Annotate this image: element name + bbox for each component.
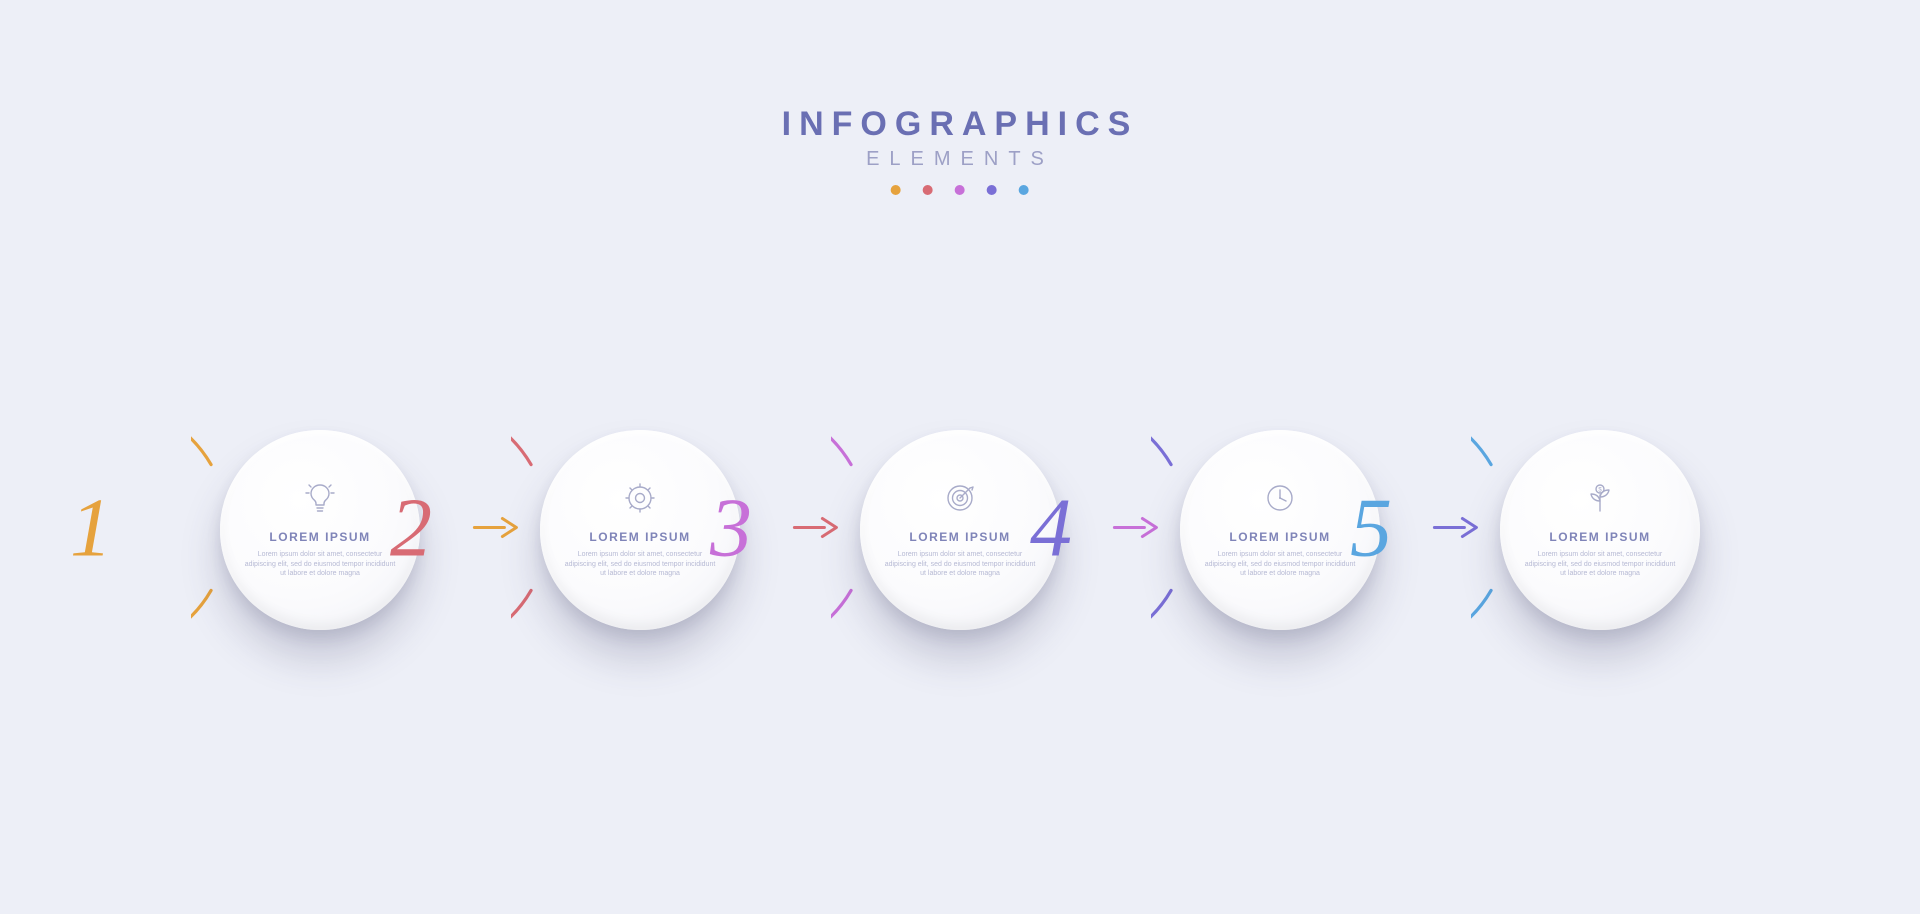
page-title: INFOGRAPHICS	[782, 105, 1139, 144]
clock-icon	[1263, 481, 1297, 520]
accent-dot	[987, 185, 997, 195]
step-title: LOREM IPSUM	[909, 530, 1010, 544]
step-title: LOREM IPSUM	[589, 530, 690, 544]
step-number: 2	[390, 480, 432, 577]
connector-arrow-icon	[1112, 515, 1159, 546]
accent-dot	[955, 185, 965, 195]
step-number: 3	[710, 480, 752, 577]
step-disc: $ LOREM IPSUM Lorem ipsum dolor sit amet, …	[1500, 430, 1700, 630]
step-title: LOREM IPSUM	[1549, 530, 1650, 544]
accent-dot	[891, 185, 901, 195]
step-5: 5 $LOREM IPSUMLorem ipsum dolor sit amet…	[1500, 430, 1700, 630]
step-title: LOREM IPSUM	[1229, 530, 1330, 544]
connector-arrow-icon	[472, 515, 519, 546]
step-number: 1	[70, 480, 112, 577]
step-number: 4	[1030, 480, 1072, 577]
step-body: Lorem ipsum dolor sit amet, consectetur …	[1500, 550, 1700, 578]
page-subtitle: ELEMENTS	[782, 148, 1139, 171]
connector-arrow-icon	[1432, 515, 1479, 546]
accent-dots	[782, 185, 1139, 195]
step-number: 5	[1350, 480, 1392, 577]
growth-icon: $	[1583, 481, 1617, 520]
gear-icon	[623, 481, 657, 520]
bulb-icon	[303, 481, 337, 520]
connector-arrow-icon	[792, 515, 839, 546]
target-icon	[943, 481, 977, 520]
accent-dot	[923, 185, 933, 195]
step-title: LOREM IPSUM	[269, 530, 370, 544]
accent-dot	[1019, 185, 1029, 195]
header: INFOGRAPHICS ELEMENTS	[782, 105, 1139, 195]
steps-row: 1 LOREM IPSUMLorem ipsum dolor sit amet,…	[220, 430, 1700, 630]
